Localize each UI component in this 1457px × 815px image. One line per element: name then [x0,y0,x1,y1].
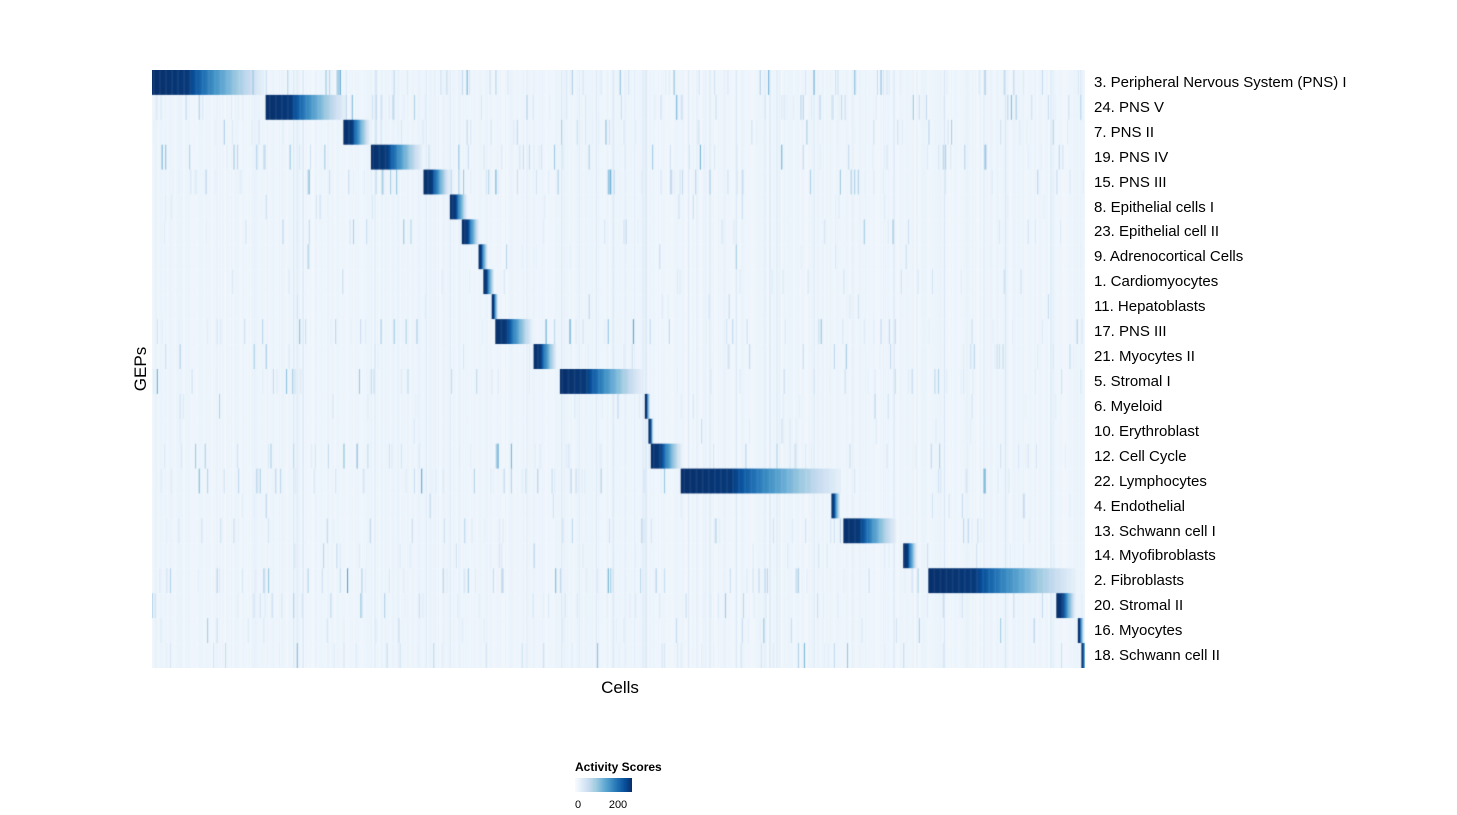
row-label: 5. Stromal I [1094,373,1171,391]
row-label: 11. Hepatoblasts [1094,298,1206,316]
row-label: 3. Peripheral Nervous System (PNS) I [1094,73,1347,91]
row-label: 9. Adrenocortical Cells [1094,248,1244,266]
row-label: 14. Myofibroblasts [1094,547,1216,565]
legend-min-label: 0 [574,799,582,811]
row-label: 16. Myocytes [1094,622,1183,640]
row-label: 8. Epithelial cells I [1094,198,1215,216]
row-labels: 3. Peripheral Nervous System (PNS) I 24.… [1094,70,1454,668]
row-label: 21. Myocytes II [1094,348,1195,366]
legend: Activity Scores 0 200 [575,760,662,813]
row-label: 12. Cell Cycle [1094,447,1187,465]
y-axis-label: GEPs [131,346,150,392]
row-label: 6. Myeloid [1094,397,1163,415]
row-label: 23. Epithelial cell II [1094,223,1220,241]
row-label: 7. PNS II [1094,123,1155,141]
legend-title: Activity Scores [575,760,662,774]
legend-ticks: 0 200 [575,799,632,813]
row-label: 10. Erythroblast [1094,422,1200,440]
row-label: 17. PNS III [1094,323,1167,341]
row-label: 15. PNS III [1094,173,1167,191]
x-axis-label: Cells [601,678,639,697]
row-label: 1. Cardiomyocytes [1094,273,1219,291]
row-label: 24. PNS V [1094,98,1165,116]
legend-gradient-bar [575,778,632,792]
legend-max-label: 200 [608,799,628,811]
row-label: 4. Endothelial [1094,497,1185,515]
row-label: 13. Schwann cell I [1094,522,1216,540]
row-label: 2. Fibroblasts [1094,572,1185,590]
row-label: 18. Schwann cell II [1094,647,1220,665]
heatmap-canvas [152,70,1085,668]
row-label: 19. PNS IV [1094,148,1169,166]
row-label: 20. Stromal II [1094,597,1184,615]
row-label: 22. Lymphocytes [1094,472,1207,490]
